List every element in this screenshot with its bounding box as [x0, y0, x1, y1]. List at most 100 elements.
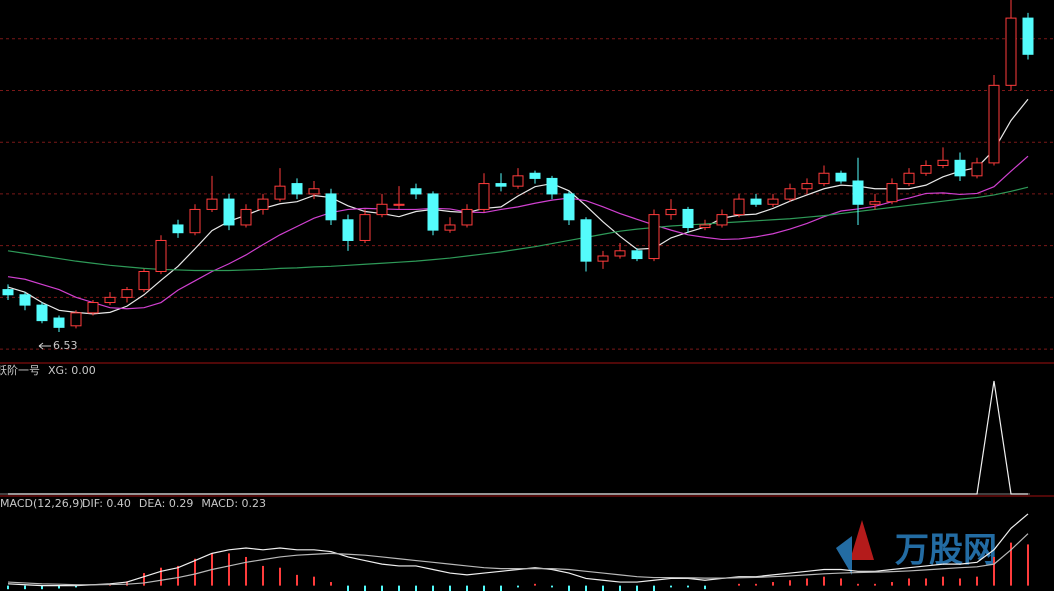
candle-body [376, 203, 388, 216]
candle-body [291, 183, 303, 195]
candle-body [121, 289, 133, 298]
candle-body [852, 180, 864, 205]
candle [546, 175, 558, 200]
indicator-legend: XG: 0.00 [48, 364, 96, 377]
candle [444, 217, 456, 233]
macd-title: MACD(12,26,9) [0, 497, 84, 510]
candle-body [240, 208, 252, 226]
candle-body [478, 183, 490, 210]
candle-body [2, 289, 14, 296]
candle [733, 193, 745, 218]
candle [410, 183, 422, 200]
candle [121, 287, 133, 303]
logo-arrow [850, 520, 874, 560]
watermark-logo: 万股网 [836, 520, 997, 575]
candle [750, 193, 762, 207]
candle [512, 168, 524, 189]
candle [886, 178, 898, 205]
candle-body [546, 177, 558, 195]
candle [835, 170, 847, 184]
candle-body [563, 193, 575, 221]
candle [223, 193, 235, 231]
candle [716, 209, 728, 228]
candle-body [580, 219, 592, 262]
candle-body [988, 84, 1000, 164]
line-series [8, 380, 1028, 495]
candle-body [444, 224, 456, 231]
candle-body [784, 188, 796, 200]
candle-body [835, 172, 847, 182]
candle-body [801, 183, 813, 190]
candle-body [325, 193, 337, 221]
macd-legend: MACD: 0.23 [201, 497, 266, 510]
annotation-arrow [38, 342, 51, 350]
candle [699, 219, 711, 231]
candle [206, 175, 218, 213]
candle-body [767, 198, 779, 205]
candle [240, 204, 252, 228]
candle [53, 315, 65, 333]
candle [1022, 12, 1034, 60]
candle-body [19, 294, 31, 306]
candle [767, 193, 779, 207]
line-series [7, 513, 1029, 587]
candle-body [87, 302, 99, 314]
candle-body [699, 224, 711, 229]
candle-body [427, 193, 439, 231]
candle-body [393, 203, 405, 206]
candle-body [495, 183, 507, 187]
candle-body [512, 175, 524, 187]
candle [495, 173, 507, 192]
candle [648, 209, 660, 262]
candle-body [53, 317, 65, 328]
candle [36, 302, 48, 324]
candle-body [70, 312, 82, 327]
candle [937, 147, 949, 169]
candle [359, 209, 371, 244]
candle [155, 235, 167, 275]
candle-body [410, 188, 422, 195]
candle-body [342, 219, 354, 241]
candle-body [733, 198, 745, 216]
candle-body [104, 296, 116, 304]
candle [954, 152, 966, 181]
candle [665, 199, 677, 220]
candle-body [716, 214, 728, 226]
candle-body [1022, 17, 1034, 55]
candle [172, 219, 184, 238]
candle [869, 193, 881, 210]
candle [580, 217, 592, 272]
candle [308, 181, 320, 200]
candle [784, 183, 796, 202]
candle-body [920, 164, 932, 174]
candle [903, 168, 915, 187]
candle-body [614, 250, 626, 257]
candle [529, 170, 541, 184]
candle-body [937, 159, 949, 166]
candle [597, 250, 609, 269]
candle-body [206, 198, 218, 210]
candle-body [257, 198, 269, 210]
candle [631, 248, 643, 262]
candle [376, 193, 388, 218]
candle-body [665, 208, 677, 216]
candle-body [750, 198, 762, 205]
candle-body [886, 183, 898, 203]
candle [189, 204, 201, 236]
candle-body [869, 201, 881, 205]
candle-body [359, 214, 371, 241]
candle [478, 173, 490, 213]
candle [291, 178, 303, 200]
candle-body [648, 214, 660, 260]
candle [274, 168, 286, 202]
candle-body [138, 271, 150, 291]
candle [920, 160, 932, 176]
line-series [7, 533, 1029, 586]
candle-body [818, 172, 830, 185]
candle [70, 310, 82, 329]
candle [2, 284, 14, 300]
candle [138, 268, 150, 293]
candle [87, 299, 99, 316]
candle-body [1005, 17, 1017, 86]
